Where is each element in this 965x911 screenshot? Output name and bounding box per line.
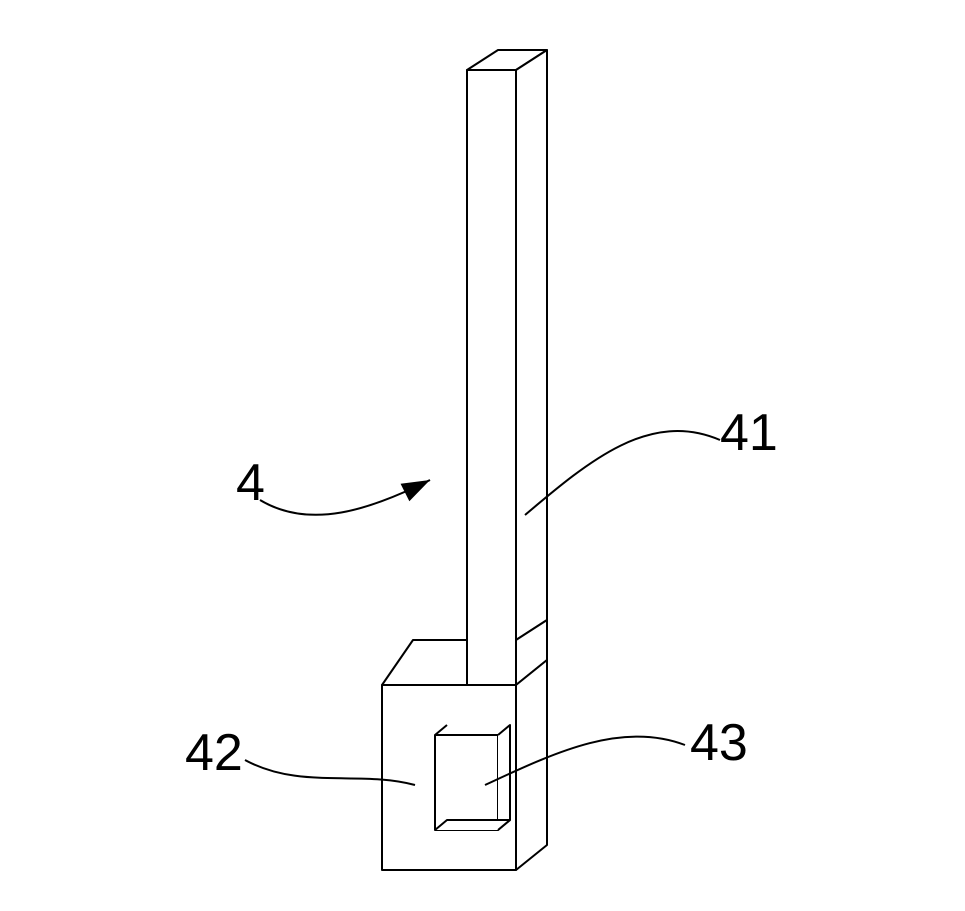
technical-drawing: 4 41 42 43 [0, 0, 965, 911]
label-41: 41 [720, 404, 778, 462]
arrowhead [401, 480, 430, 501]
column-front-face [467, 70, 516, 685]
label-42: 42 [185, 724, 243, 782]
label-43: 43 [690, 714, 748, 772]
hole-inner-bottom-wall [435, 820, 510, 830]
leader-41 [525, 431, 720, 515]
label-4: 4 [236, 454, 265, 512]
base-side-face [516, 660, 547, 870]
column-side-face [516, 50, 547, 640]
